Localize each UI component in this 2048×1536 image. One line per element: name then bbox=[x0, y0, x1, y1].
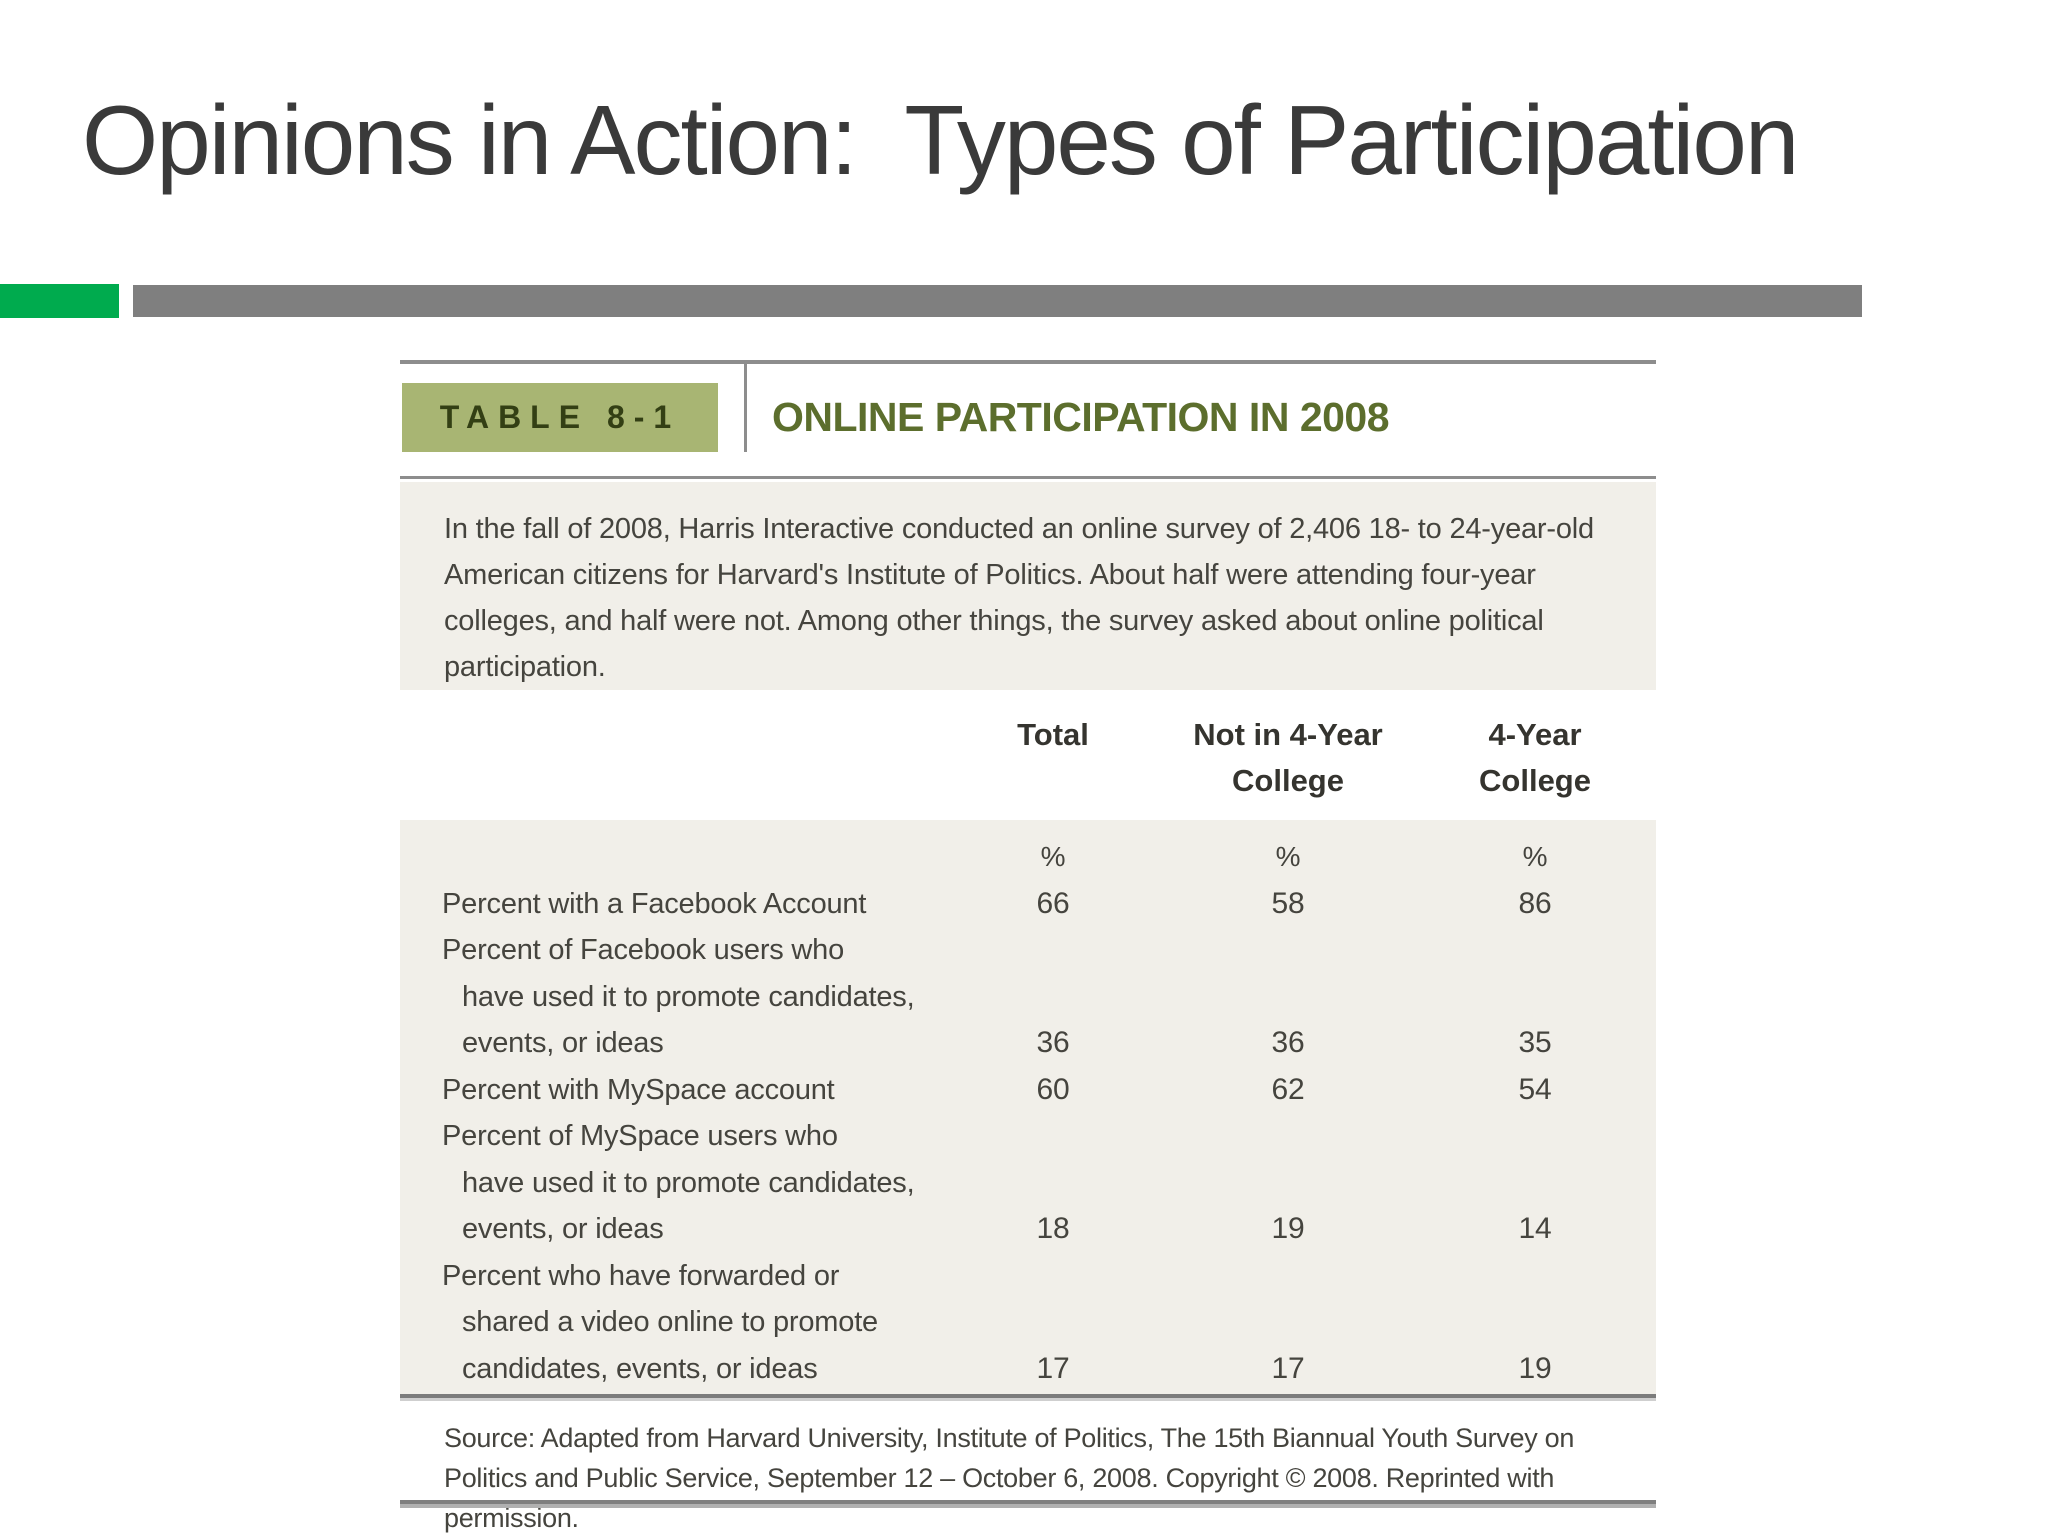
cell-total: 17 bbox=[1036, 1351, 1070, 1385]
figure-source-note: Source: Adapted from Harvard University,… bbox=[444, 1423, 1575, 1533]
accent-gray-bar bbox=[133, 285, 1862, 317]
figure-header-rule bbox=[400, 476, 1656, 479]
row-label: Percent with MySpace account bbox=[400, 1067, 960, 1114]
table-figure: TABLE 8-1 ONLINE PARTICIPATION IN 2008 I… bbox=[400, 360, 1656, 1533]
unit-cell-4year: % bbox=[1522, 841, 1548, 872]
row-label-line: events, or ideas bbox=[462, 1027, 664, 1059]
cell-4year: 86 bbox=[1518, 886, 1552, 920]
row-label-line: Percent of MySpace users who bbox=[442, 1120, 838, 1152]
figure-intro-paragraph: In the fall of 2008, Harris Interactive … bbox=[400, 482, 1656, 690]
table-number-badge: TABLE 8-1 bbox=[402, 383, 718, 452]
cell-total: 66 bbox=[1036, 886, 1070, 920]
cell-not-4year: 19 bbox=[1271, 1212, 1305, 1245]
row-label-line: have used it to promote candidates, bbox=[462, 980, 915, 1013]
header-vertical-divider bbox=[744, 363, 747, 452]
column-header-not-4year: Not in 4-Year College bbox=[1193, 717, 1383, 798]
row-label-line: events, or ideas bbox=[462, 1213, 664, 1245]
cell-total: 60 bbox=[1036, 1072, 1070, 1106]
row-label-line: shared a video online to promote bbox=[462, 1306, 878, 1338]
cell-not-4year: 58 bbox=[1271, 886, 1305, 920]
row-label-line: candidates, events, or ideas bbox=[462, 1352, 818, 1385]
table-body: % % % Percent with a Facebook Account 66… bbox=[400, 820, 1656, 1394]
unit-cell-not-4year: % bbox=[1275, 841, 1301, 872]
table-row: Percent of MySpace users who have used i… bbox=[400, 1113, 1656, 1253]
figure-top-rule bbox=[400, 360, 1656, 364]
table-row: Percent of Facebook users who have used … bbox=[400, 927, 1656, 1067]
cell-not-4year: 17 bbox=[1271, 1351, 1305, 1385]
cell-total: 36 bbox=[1036, 1026, 1070, 1059]
row-label-line: Percent who have forwarded or bbox=[442, 1259, 840, 1292]
accent-green-square bbox=[0, 284, 119, 318]
cell-4year: 14 bbox=[1518, 1212, 1552, 1245]
row-label: Percent who have forwarded or shared a v… bbox=[400, 1253, 960, 1393]
row-label: Percent of MySpace users who have used i… bbox=[400, 1113, 960, 1253]
table-unit-row: % % % bbox=[400, 834, 1656, 881]
column-header-total: Total bbox=[1017, 717, 1089, 752]
figure-final-rule-shadow bbox=[400, 1504, 1656, 1508]
figure-final-rule bbox=[400, 1500, 1656, 1504]
cell-4year: 54 bbox=[1518, 1072, 1552, 1106]
table-row: Percent with MySpace account 60 62 54 bbox=[400, 1067, 1656, 1114]
cell-4year: 35 bbox=[1518, 1026, 1552, 1059]
row-label: Percent of Facebook users who have used … bbox=[400, 927, 960, 1067]
row-label-line: Percent with MySpace account bbox=[442, 1073, 835, 1106]
table-row: Percent who have forwarded or shared a v… bbox=[400, 1253, 1656, 1393]
table-bottom-rule bbox=[400, 1394, 1656, 1398]
table-bottom-rule-shadow bbox=[400, 1398, 1656, 1401]
figure-title: ONLINE PARTICIPATION IN 2008 bbox=[772, 394, 1390, 440]
row-label: Percent with a Facebook Account bbox=[400, 881, 960, 928]
column-header-4year: 4-Year College bbox=[1479, 717, 1591, 798]
row-label-line: have used it to promote candidates, bbox=[462, 1166, 915, 1199]
unit-cell-total: % bbox=[1040, 841, 1066, 872]
slide-title: Opinions in Action: Types of Participati… bbox=[82, 85, 1799, 195]
column-headers: Total Not in 4-Year College 4-Year Colle… bbox=[400, 712, 1656, 804]
cell-not-4year: 36 bbox=[1271, 1026, 1305, 1059]
row-label-line: Percent with a Facebook Account bbox=[442, 887, 867, 920]
cell-not-4year: 62 bbox=[1271, 1072, 1305, 1106]
table-row: Percent with a Facebook Account 66 58 86 bbox=[400, 881, 1656, 928]
cell-4year: 19 bbox=[1518, 1351, 1552, 1385]
cell-total: 18 bbox=[1036, 1212, 1070, 1245]
row-label-line: Percent of Facebook users who bbox=[442, 934, 845, 966]
